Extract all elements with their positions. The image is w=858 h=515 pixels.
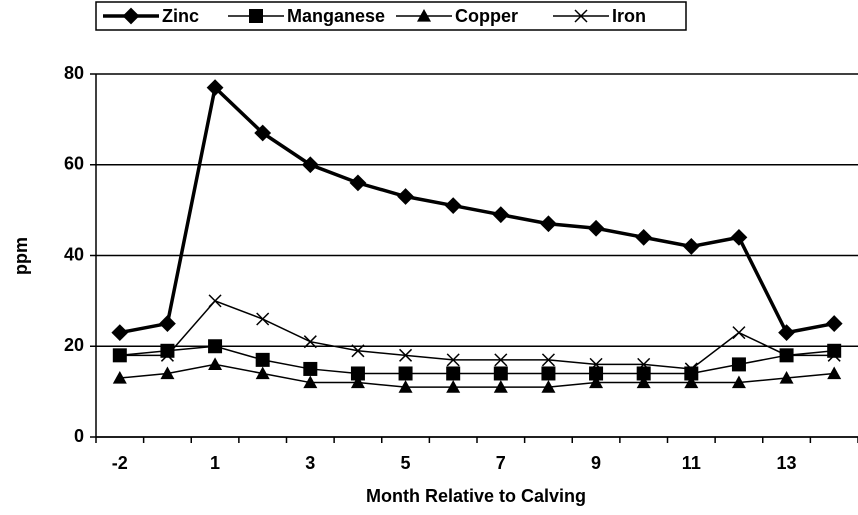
marker xyxy=(208,339,223,354)
y-tick-label: 0 xyxy=(74,426,84,446)
y-axis-label: ppm xyxy=(11,237,31,275)
marker xyxy=(206,79,224,97)
x-axis-label: Month Relative to Calving xyxy=(366,486,586,506)
legend-label: Copper xyxy=(455,6,518,26)
x-tick-label: 1 xyxy=(210,453,220,473)
marker xyxy=(303,375,318,389)
marker xyxy=(160,348,174,362)
series-line xyxy=(119,84,835,335)
y-tick-label: 40 xyxy=(64,244,84,264)
x-tick-label: 7 xyxy=(496,453,506,473)
marker xyxy=(731,375,746,389)
marker xyxy=(160,343,175,358)
marker xyxy=(113,348,127,362)
marker xyxy=(159,315,176,332)
x-tick-label: -2 xyxy=(112,453,128,473)
marker xyxy=(587,219,605,237)
marker xyxy=(541,380,556,393)
marker xyxy=(350,366,365,381)
marker xyxy=(417,9,431,22)
marker xyxy=(446,366,461,381)
marker xyxy=(398,380,413,393)
marker xyxy=(351,344,365,358)
marker xyxy=(589,375,604,389)
marker xyxy=(160,366,175,380)
marker xyxy=(399,348,413,362)
marker xyxy=(446,353,460,367)
marker xyxy=(350,375,365,389)
y-tick-label: 60 xyxy=(64,154,84,174)
marker xyxy=(397,188,414,205)
marker xyxy=(684,362,698,376)
marker xyxy=(637,357,651,371)
marker xyxy=(540,215,557,233)
marker xyxy=(111,324,129,342)
marker xyxy=(444,197,462,214)
marker xyxy=(249,9,263,23)
marker xyxy=(301,156,319,174)
marker xyxy=(122,7,140,25)
marker xyxy=(541,353,555,367)
marker xyxy=(589,366,604,381)
series-line xyxy=(119,363,835,388)
marker xyxy=(779,371,794,384)
marker xyxy=(446,380,461,393)
marker xyxy=(493,366,508,381)
marker xyxy=(827,348,841,362)
marker xyxy=(208,357,223,370)
marker xyxy=(730,228,748,246)
marker xyxy=(494,353,508,367)
marker xyxy=(112,371,127,384)
x-tick-label: 3 xyxy=(305,453,315,473)
marker xyxy=(589,357,603,371)
marker xyxy=(778,324,795,342)
marker xyxy=(255,366,270,380)
marker xyxy=(827,343,842,358)
x-tick-label: 9 xyxy=(591,453,601,473)
x-tick-label: 13 xyxy=(777,453,797,473)
series-line xyxy=(119,345,835,375)
marker xyxy=(825,315,843,332)
x-tick-label: 5 xyxy=(401,453,411,473)
marker xyxy=(636,375,651,389)
marker xyxy=(255,352,270,367)
y-tick-label: 80 xyxy=(64,63,84,83)
marker xyxy=(684,375,699,389)
marker xyxy=(256,312,270,326)
marker xyxy=(303,335,317,349)
marker xyxy=(492,206,510,224)
marker xyxy=(635,228,653,246)
marker xyxy=(303,361,318,376)
marker xyxy=(574,9,588,23)
marker xyxy=(493,380,508,393)
legend-label: Manganese xyxy=(287,6,385,26)
marker xyxy=(254,124,272,142)
marker xyxy=(780,348,794,362)
legend-label: Iron xyxy=(612,6,646,26)
marker xyxy=(636,366,651,381)
x-tick-label: 11 xyxy=(682,453,701,473)
series-line xyxy=(119,299,835,370)
marker xyxy=(208,294,222,308)
marker xyxy=(541,366,556,381)
marker xyxy=(731,357,746,372)
marker xyxy=(827,366,842,380)
marker xyxy=(732,326,746,340)
marker xyxy=(682,238,700,255)
marker xyxy=(349,174,367,192)
marker xyxy=(398,366,413,381)
legend-label: Zinc xyxy=(162,6,199,26)
y-tick-label: 20 xyxy=(64,335,84,355)
marker xyxy=(684,366,699,381)
